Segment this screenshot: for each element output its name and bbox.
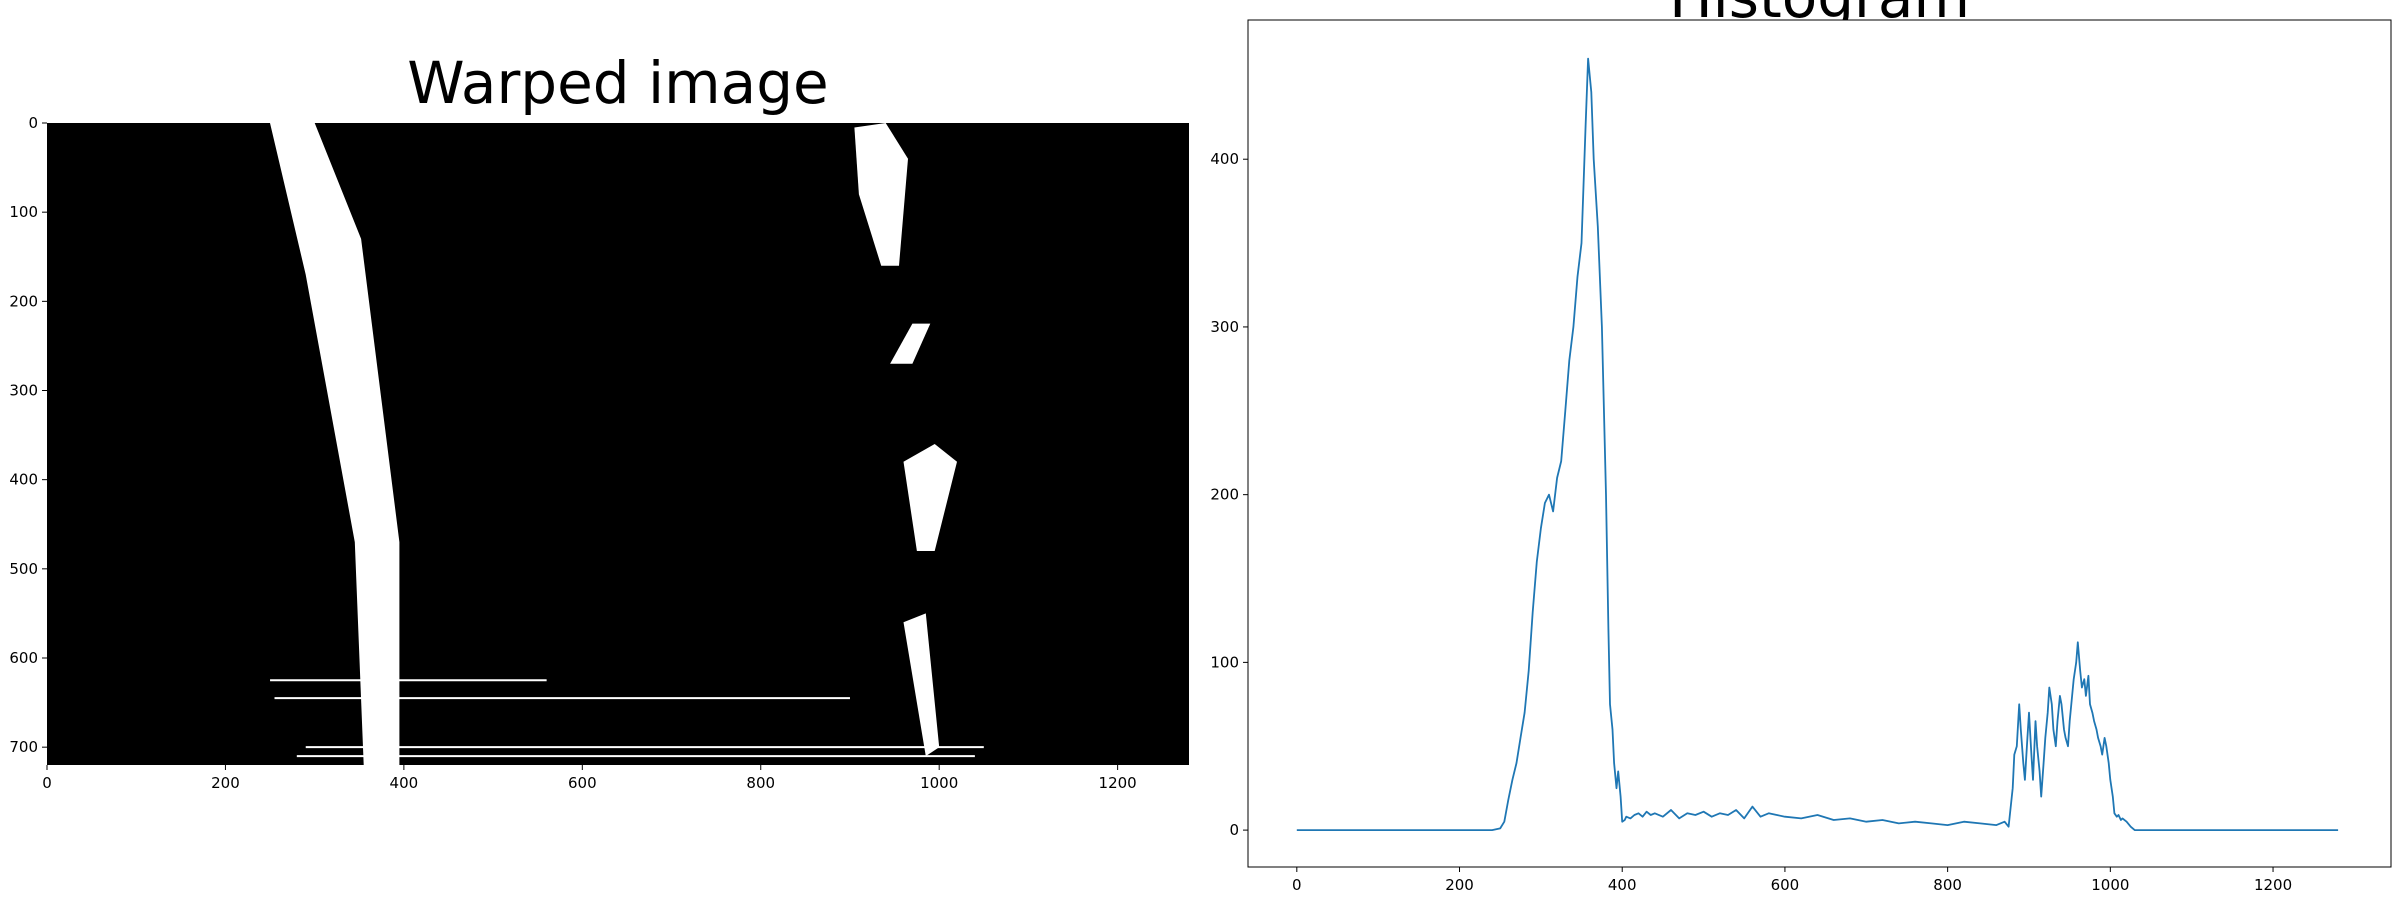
x-tick-label: 200 [1445,876,1474,894]
y-tick-label: 200 [1210,486,1239,504]
y-tick-label: 0 [1229,821,1239,839]
y-tick-label: 100 [9,203,38,221]
x-tick-label: 600 [568,774,597,792]
x-tick-label: 0 [1292,876,1302,894]
right-lane-segment [890,323,931,364]
x-tick-label: 400 [1608,876,1637,894]
warped-image-marks [270,123,984,765]
x-tick-label: 1200 [1099,774,1137,792]
x-tick-label: 1000 [920,774,958,792]
y-tick-label: 300 [9,382,38,400]
histogram-series [1296,57,2339,831]
histogram-plot-frame [1247,19,2392,868]
y-tick-label: 400 [9,471,38,489]
y-tick-label: 100 [1210,653,1239,671]
warped-image-x-axis: 0 200 400 600 800 1000 1200 [42,765,1137,792]
x-tick-label: 200 [211,774,240,792]
x-tick-label: 800 [1933,876,1962,894]
warped-image-panel: Warped image 0 200 400 600 800 1000 1200 0 100 2… [9,49,1189,792]
histogram-line [1296,57,2339,831]
warped-image-y-axis: 0 100 200 300 400 500 600 700 [9,114,47,756]
x-tick-label: 600 [1771,876,1800,894]
y-tick-label: 500 [9,560,38,578]
y-tick-label: 0 [28,114,38,132]
histogram-x-axis: 0 200 400 600 800 1000 1200 [1292,867,2292,894]
y-tick-label: 300 [1210,318,1239,336]
right-lane-segment [854,123,908,266]
x-tick-label: 0 [42,774,52,792]
warped-image-background [47,123,1189,765]
histogram-y-axis: 0 100 200 300 400 [1210,150,1248,839]
x-tick-label: 400 [390,774,419,792]
y-tick-label: 600 [9,649,38,667]
right-lane-segment [903,613,940,757]
x-tick-label: 1000 [2091,876,2129,894]
x-tick-label: 800 [746,774,775,792]
y-tick-label: 400 [1210,150,1239,168]
right-lane-segment [903,444,957,551]
y-tick-label: 700 [9,738,38,756]
y-tick-label: 200 [9,292,38,310]
x-tick-label: 1200 [2254,876,2292,894]
warped-image-title: Warped image [407,49,828,117]
left-lane-line [270,123,400,765]
